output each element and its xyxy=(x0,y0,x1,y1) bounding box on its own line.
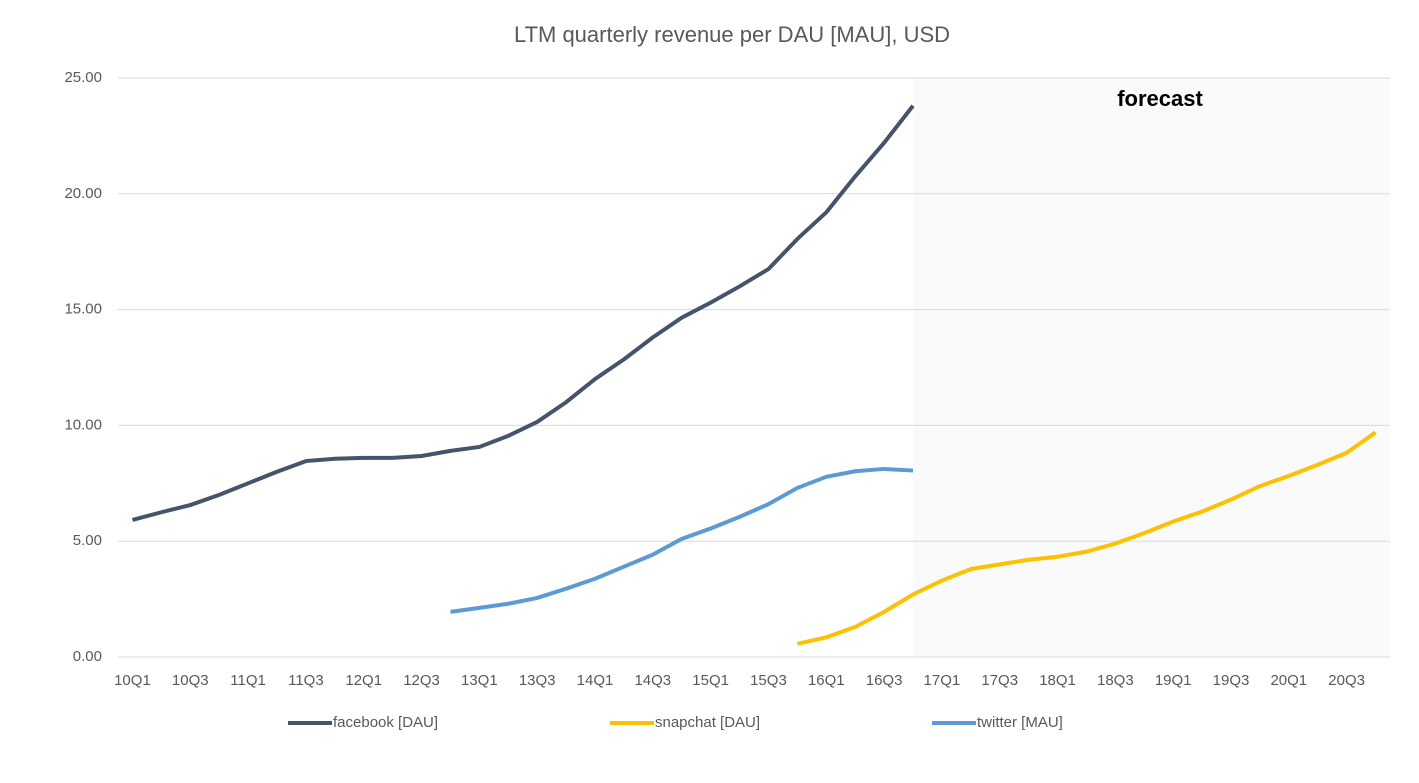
x-tick-label: 15Q1 xyxy=(692,672,729,689)
x-tick-label: 14Q1 xyxy=(577,672,614,689)
annotation: forecast xyxy=(1117,86,1203,111)
x-tick-label: 18Q3 xyxy=(1097,672,1134,689)
y-tick-label: 5.00 xyxy=(73,532,102,549)
x-tick-label: 12Q1 xyxy=(345,672,382,689)
legend-label: snapchat [DAU] xyxy=(655,714,760,731)
x-tick-label: 17Q1 xyxy=(924,672,961,689)
x-tick-label: 19Q1 xyxy=(1155,672,1192,689)
x-tick-label: 16Q3 xyxy=(866,672,903,689)
forecast-region xyxy=(913,78,1390,657)
legend-label: twitter [MAU] xyxy=(977,714,1063,731)
x-tick-label: 15Q3 xyxy=(750,672,787,689)
x-tick-label: 20Q1 xyxy=(1270,672,1307,689)
y-tick-label: 10.00 xyxy=(64,416,102,433)
y-tick-label: 20.00 xyxy=(64,185,102,202)
line xyxy=(796,430,1377,646)
x-tick-label: 19Q3 xyxy=(1213,672,1250,689)
line xyxy=(450,466,914,614)
x-tick-label: 18Q1 xyxy=(1039,672,1076,689)
x-tick-label: 13Q3 xyxy=(519,672,556,689)
x-tick-label: 11Q3 xyxy=(288,672,324,689)
x-tick-label: 11Q1 xyxy=(230,672,266,689)
x-tick-label: 12Q3 xyxy=(403,672,440,689)
x-tick-label: 10Q3 xyxy=(172,672,209,689)
x-tick-label: 17Q3 xyxy=(981,672,1018,689)
y-tick-label: 15.00 xyxy=(64,301,102,318)
x-tick-label: 10Q1 xyxy=(114,672,151,689)
line xyxy=(131,104,915,522)
x-tick-label: 14Q3 xyxy=(634,672,671,689)
chart-title: LTM quarterly revenue per DAU [MAU], USD xyxy=(514,22,950,47)
y-tick-label: 0.00 xyxy=(73,648,102,665)
x-tick-label: 13Q1 xyxy=(461,672,498,689)
x-tick-label: 16Q1 xyxy=(808,672,845,689)
legend-label: facebook [DAU] xyxy=(333,714,438,731)
y-tick-label: 25.00 xyxy=(64,69,102,86)
x-tick-label: 20Q3 xyxy=(1328,672,1365,689)
